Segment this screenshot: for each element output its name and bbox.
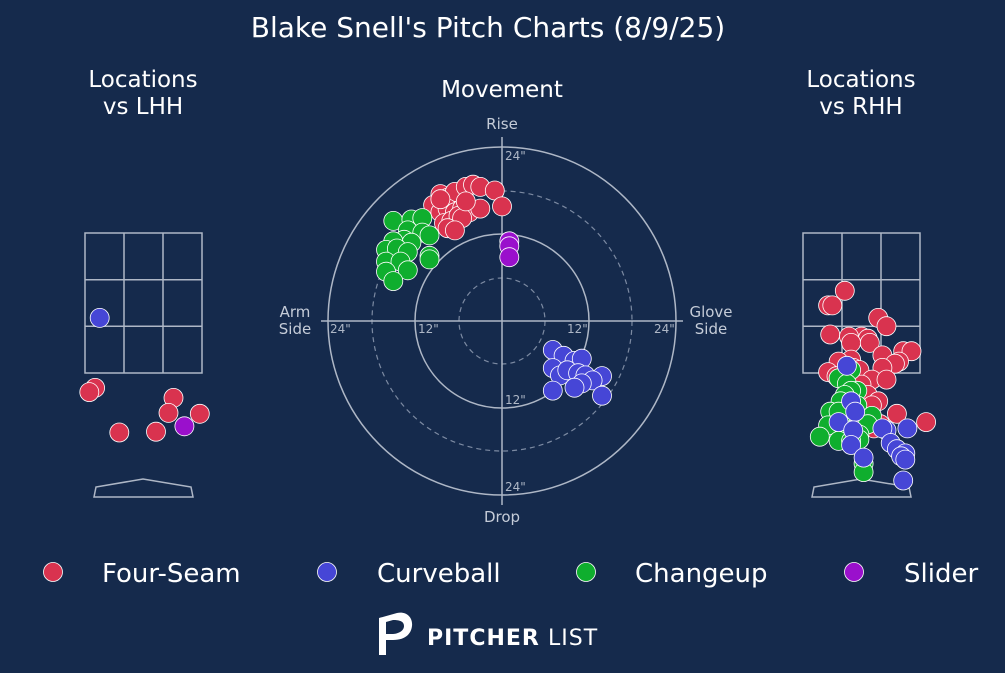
rhh-point-changeup [810, 427, 829, 446]
movement-rise-label: Rise [486, 115, 518, 133]
lhh-point-four-seam [190, 404, 209, 423]
lhh-point-four-seam [147, 422, 166, 441]
rhh-point-curveball [898, 419, 917, 438]
rhh-point-four-seam [917, 413, 936, 432]
lhh-point-four-seam [80, 383, 99, 402]
legend-label-slider: Slider [904, 559, 978, 589]
movement-arm-label: Arm [280, 303, 311, 321]
rhh-point-curveball [846, 402, 865, 421]
movement-point-curveball [543, 381, 562, 400]
legend-marker-curveball [318, 563, 337, 582]
movement-point-curveball [593, 386, 612, 405]
lhh-strike-zone [85, 233, 202, 373]
lhh-point-four-seam [159, 403, 178, 422]
movement-point-changeup [420, 226, 439, 245]
lhh-home-plate [94, 479, 193, 497]
legend-marker-changeup [577, 563, 596, 582]
ring-label-left-outer: 24" [330, 322, 351, 336]
pitcherlist-logo: PITCHER LIST [379, 613, 598, 655]
movement-points [377, 175, 612, 405]
rhh-point-four-seam [842, 333, 861, 352]
rhh-point-four-seam [823, 296, 842, 315]
legend-marker-slider [845, 563, 864, 582]
rhh-point-curveball [894, 471, 913, 490]
lhh-panel-title-line2: vs LHH [103, 94, 183, 120]
legend-label-curveball: Curveball [377, 559, 501, 589]
lhh-point-slider [175, 417, 194, 436]
movement-point-four-seam [456, 192, 475, 211]
movement-point-changeup [384, 272, 403, 291]
brand-bold-text: PITCHER [427, 626, 540, 651]
rhh-point-four-seam [821, 325, 840, 344]
lhh-panel-title-line1: Locations [88, 67, 197, 93]
movement-panel-title: Movement [441, 77, 563, 103]
ring-label-right-inner: 12" [567, 322, 588, 336]
rhh-point-curveball [837, 356, 856, 375]
lhh-points [80, 308, 210, 442]
ring-label-top-outer: 24" [505, 149, 526, 163]
movement-point-four-seam [431, 190, 450, 209]
legend: Four-Seam Curveball Changeup Slider [44, 559, 979, 589]
rhh-point-curveball [854, 448, 873, 467]
rhh-point-four-seam [877, 317, 896, 336]
rhh-point-curveball [896, 450, 915, 469]
legend-label-four-seam: Four-Seam [102, 559, 241, 589]
movement-point-four-seam [445, 221, 464, 240]
ring-label-left-inner: 12" [418, 322, 439, 336]
movement-arm-side-label: Side [279, 320, 311, 338]
lhh-point-four-seam [110, 423, 129, 442]
rhh-point-four-seam [877, 370, 896, 389]
movement-point-changeup [420, 250, 439, 269]
movement-point-slider [500, 248, 519, 267]
pitcherlist-p-icon [379, 613, 412, 655]
legend-label-changeup: Changeup [635, 559, 768, 589]
chart-title: Blake Snell's Pitch Charts (8/9/25) [251, 11, 725, 44]
ring-label-bottom-inner: 12" [505, 393, 526, 407]
rhh-points [810, 281, 935, 490]
movement-glove-side-label: Side [695, 320, 727, 338]
movement-point-four-seam [493, 197, 512, 216]
rhh-panel-title-line1: Locations [806, 67, 915, 93]
legend-marker-four-seam [44, 563, 63, 582]
ring-label-right-outer: 24" [654, 322, 675, 336]
movement-drop-label: Drop [484, 508, 520, 526]
rhh-panel-title-line2: vs RHH [819, 94, 902, 120]
movement-glove-label: Glove [689, 303, 732, 321]
ring-label-bottom-outer: 24" [505, 480, 526, 494]
lhh-point-curveball [90, 308, 109, 327]
brand-light-text: LIST [548, 626, 598, 651]
movement-point-curveball [565, 378, 584, 397]
